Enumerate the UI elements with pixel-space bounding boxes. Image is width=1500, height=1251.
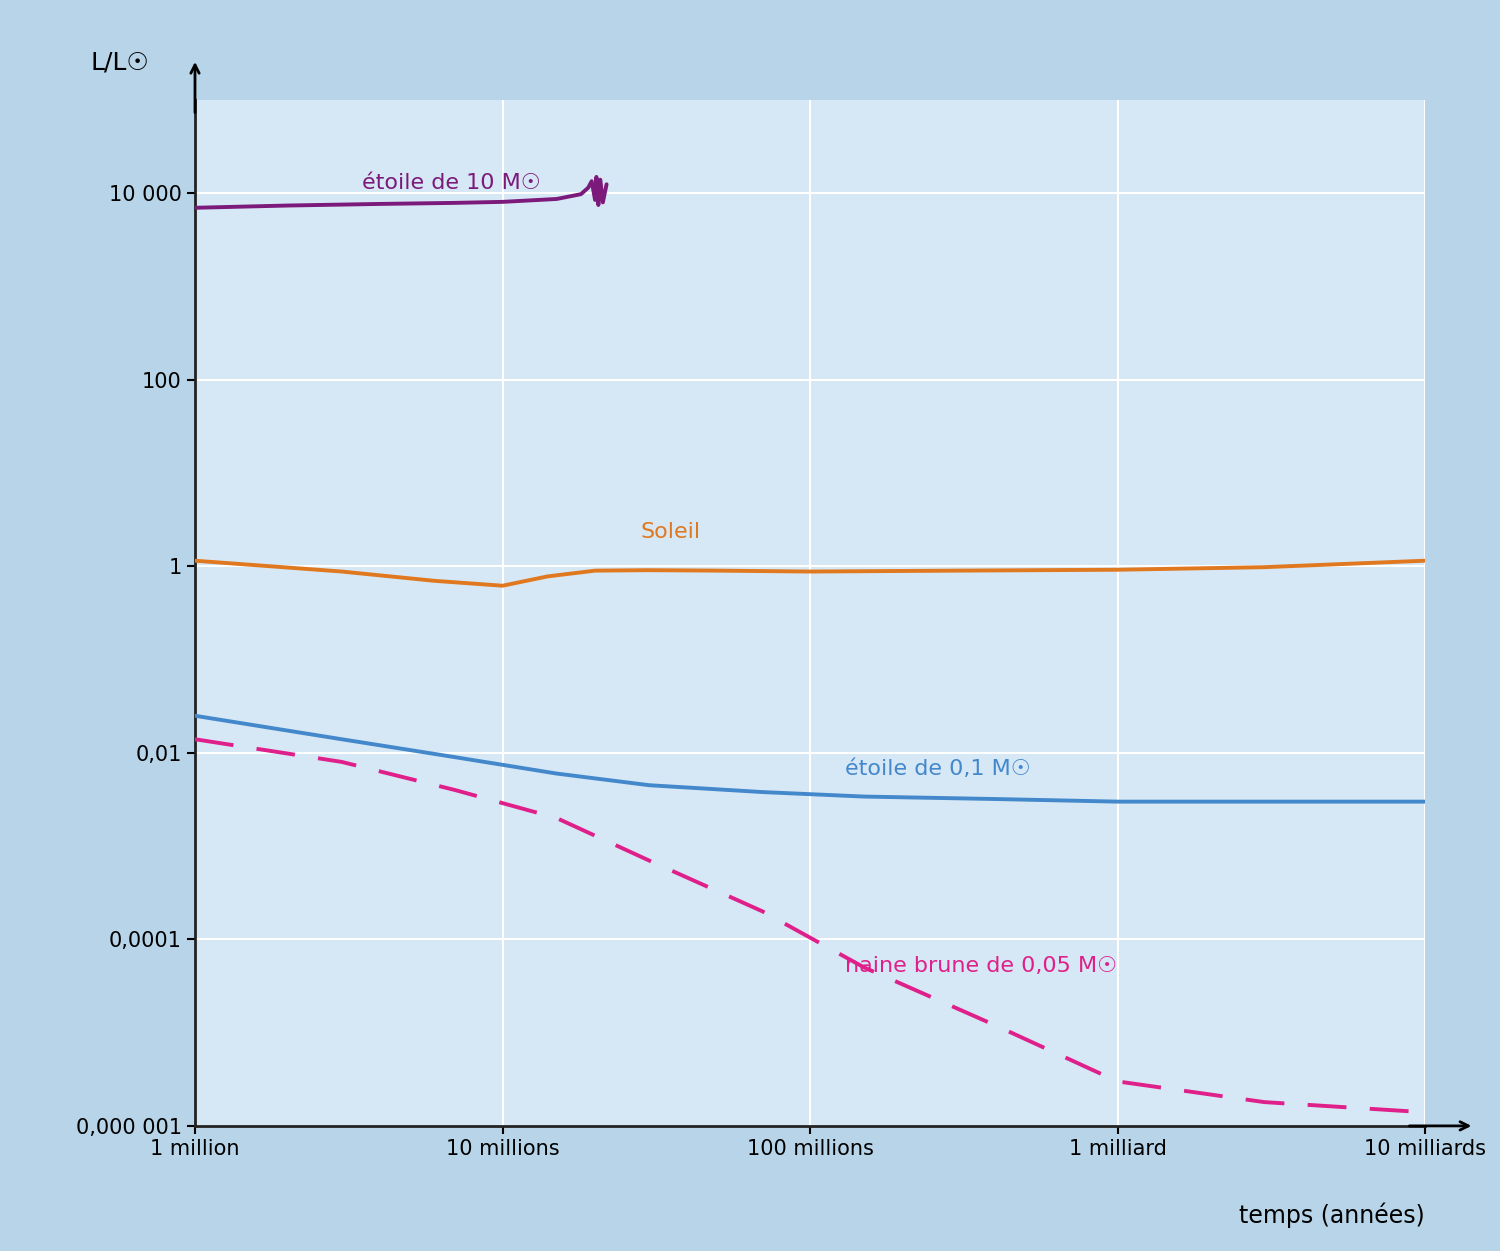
Text: temps (années): temps (années) xyxy=(1239,1203,1425,1228)
Text: étoile de 0,1 M☉: étoile de 0,1 M☉ xyxy=(844,759,1030,779)
Text: Soleil: Soleil xyxy=(640,522,700,542)
Text: étoile de 10 M☉: étoile de 10 M☉ xyxy=(363,174,542,194)
Text: naine brune de 0,05 M☉: naine brune de 0,05 M☉ xyxy=(844,956,1118,976)
Text: L/L☉: L/L☉ xyxy=(90,50,148,75)
